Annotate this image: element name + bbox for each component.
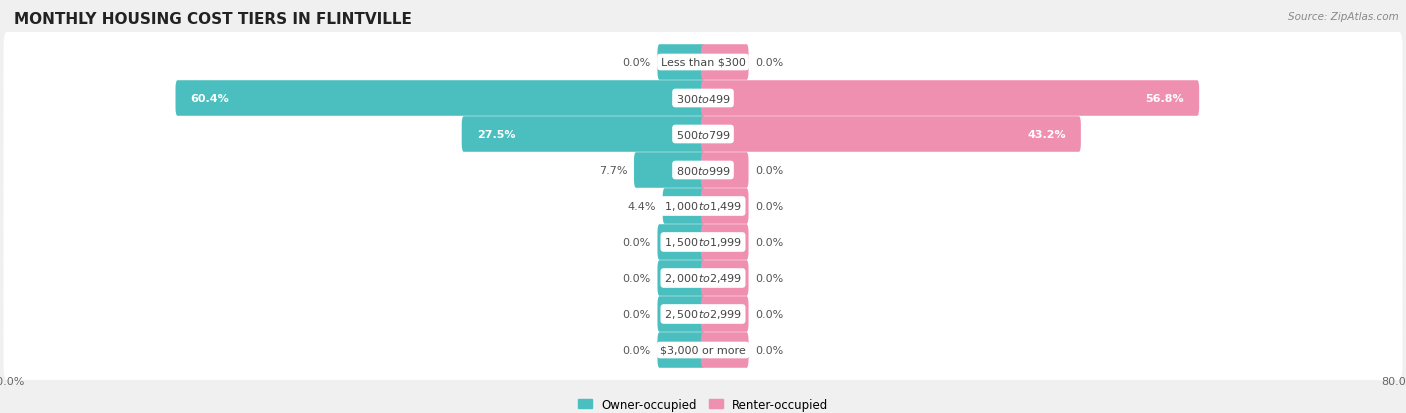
Text: Less than $300: Less than $300 — [661, 58, 745, 68]
Text: 0.0%: 0.0% — [755, 345, 783, 355]
Text: $2,000 to $2,499: $2,000 to $2,499 — [664, 272, 742, 285]
FancyBboxPatch shape — [658, 332, 704, 368]
FancyBboxPatch shape — [4, 176, 1402, 237]
FancyBboxPatch shape — [658, 261, 704, 296]
Text: 0.0%: 0.0% — [623, 58, 651, 68]
Text: MONTHLY HOUSING COST TIERS IN FLINTVILLE: MONTHLY HOUSING COST TIERS IN FLINTVILLE — [14, 12, 412, 27]
FancyBboxPatch shape — [702, 189, 748, 224]
FancyBboxPatch shape — [4, 284, 1402, 344]
Text: 0.0%: 0.0% — [755, 273, 783, 283]
FancyBboxPatch shape — [662, 189, 704, 224]
Text: 56.8%: 56.8% — [1146, 94, 1184, 104]
FancyBboxPatch shape — [702, 332, 748, 368]
FancyBboxPatch shape — [702, 45, 748, 81]
FancyBboxPatch shape — [4, 33, 1402, 93]
Text: 0.0%: 0.0% — [755, 58, 783, 68]
FancyBboxPatch shape — [658, 225, 704, 260]
Text: $800 to $999: $800 to $999 — [675, 165, 731, 177]
FancyBboxPatch shape — [4, 140, 1402, 201]
Text: 4.4%: 4.4% — [627, 202, 657, 211]
Text: 0.0%: 0.0% — [755, 202, 783, 211]
FancyBboxPatch shape — [702, 261, 748, 296]
Text: 7.7%: 7.7% — [599, 166, 627, 176]
FancyBboxPatch shape — [4, 212, 1402, 273]
Text: 0.0%: 0.0% — [623, 273, 651, 283]
Text: 0.0%: 0.0% — [623, 345, 651, 355]
Text: Source: ZipAtlas.com: Source: ZipAtlas.com — [1288, 12, 1399, 22]
Text: 60.4%: 60.4% — [191, 94, 229, 104]
Text: 0.0%: 0.0% — [755, 237, 783, 247]
Text: $300 to $499: $300 to $499 — [675, 93, 731, 105]
FancyBboxPatch shape — [4, 104, 1402, 165]
FancyBboxPatch shape — [176, 81, 704, 116]
Text: 0.0%: 0.0% — [623, 309, 651, 319]
FancyBboxPatch shape — [658, 297, 704, 332]
Text: $2,500 to $2,999: $2,500 to $2,999 — [664, 308, 742, 321]
FancyBboxPatch shape — [4, 320, 1402, 380]
FancyBboxPatch shape — [702, 117, 1081, 152]
Text: 0.0%: 0.0% — [755, 166, 783, 176]
FancyBboxPatch shape — [461, 117, 704, 152]
Text: 43.2%: 43.2% — [1028, 130, 1066, 140]
FancyBboxPatch shape — [702, 153, 748, 188]
Legend: Owner-occupied, Renter-occupied: Owner-occupied, Renter-occupied — [572, 393, 834, 413]
Text: 27.5%: 27.5% — [477, 130, 516, 140]
FancyBboxPatch shape — [702, 297, 748, 332]
FancyBboxPatch shape — [702, 81, 1199, 116]
Text: $1,500 to $1,999: $1,500 to $1,999 — [664, 236, 742, 249]
FancyBboxPatch shape — [702, 225, 748, 260]
Text: $1,000 to $1,499: $1,000 to $1,499 — [664, 200, 742, 213]
FancyBboxPatch shape — [4, 248, 1402, 309]
FancyBboxPatch shape — [4, 69, 1402, 129]
Text: $500 to $799: $500 to $799 — [675, 129, 731, 141]
Text: $3,000 or more: $3,000 or more — [661, 345, 745, 355]
Text: 0.0%: 0.0% — [755, 309, 783, 319]
FancyBboxPatch shape — [634, 153, 704, 188]
FancyBboxPatch shape — [658, 45, 704, 81]
Text: 0.0%: 0.0% — [623, 237, 651, 247]
